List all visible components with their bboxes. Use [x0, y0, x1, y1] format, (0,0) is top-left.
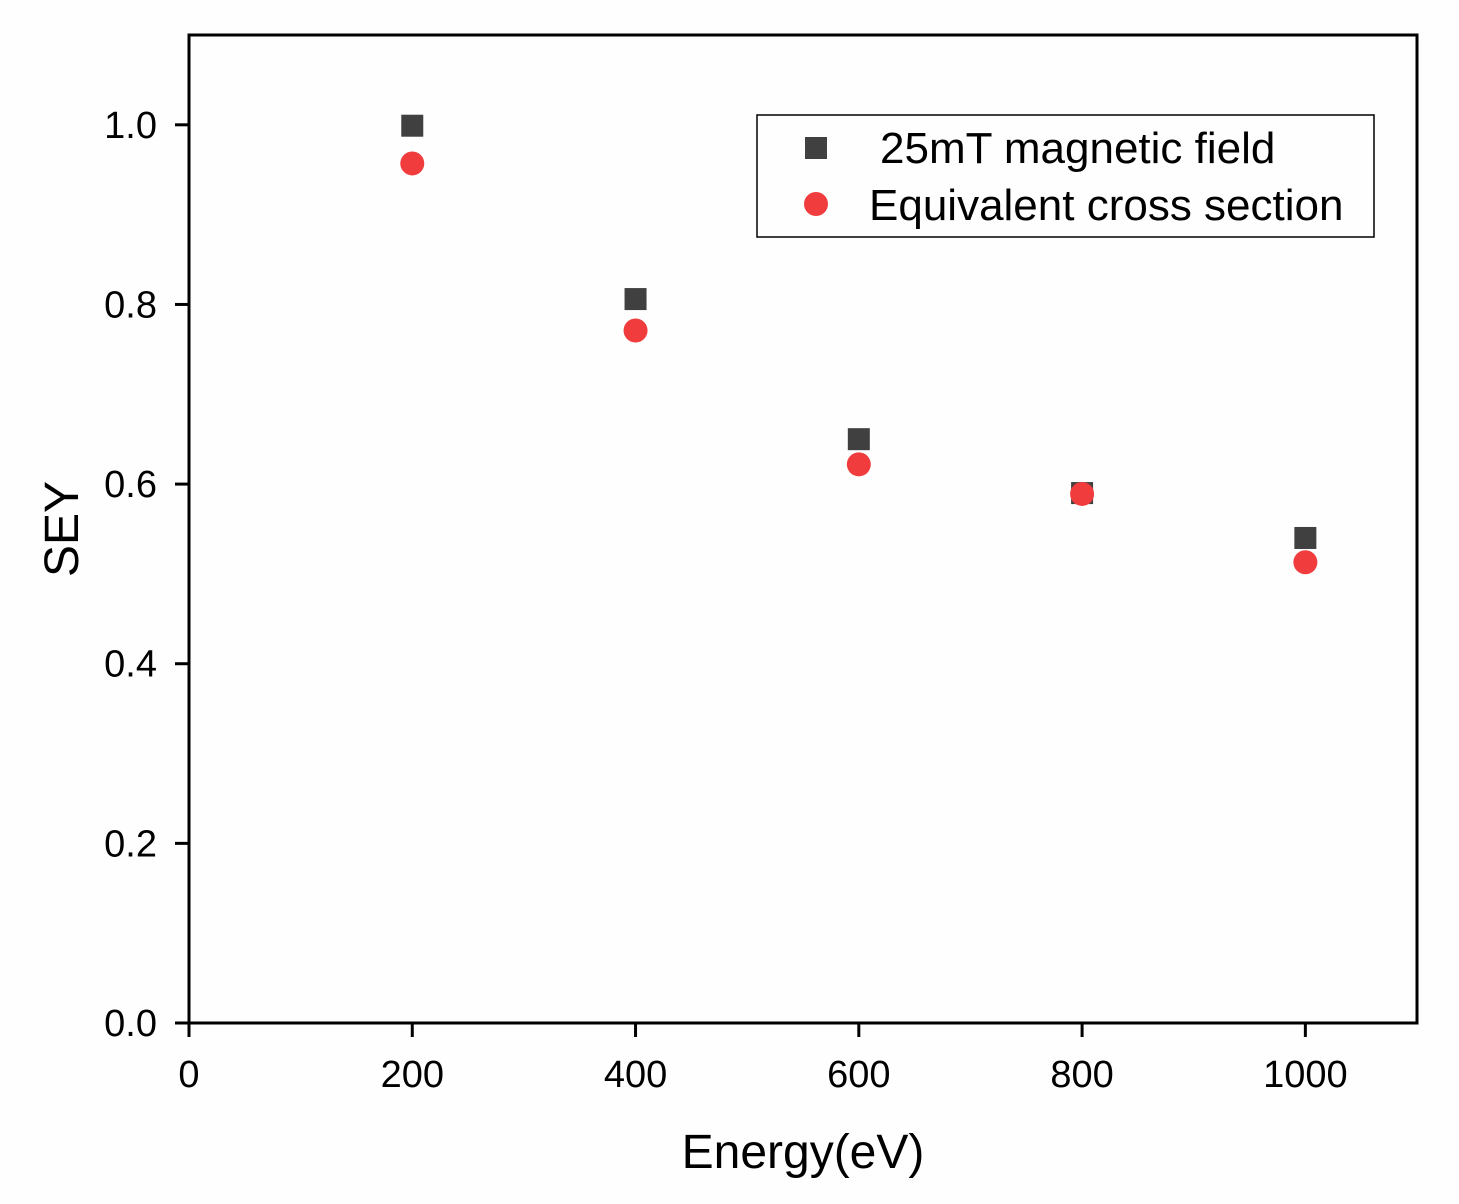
data-point-circle: [1070, 481, 1095, 506]
legend-marker-square-icon: [805, 137, 827, 159]
legend-label-equivalent-cross-section: Equivalent cross section: [869, 181, 1343, 230]
x-tick-label: 400: [604, 1054, 667, 1096]
legend-marker-circle-icon: [804, 192, 828, 216]
legend-label-magnetic-field: 25mT magnetic field: [880, 124, 1275, 173]
x-tick-label: 800: [1050, 1054, 1113, 1096]
x-axis-title: Energy(eV): [682, 1126, 925, 1179]
x-tick-label: 600: [827, 1054, 890, 1096]
axis-ticks: [175, 123, 1307, 1037]
y-tick-label: 1.0: [104, 105, 157, 147]
y-tick-label: 0.4: [104, 644, 157, 686]
data-point-square: [624, 288, 647, 311]
x-tick-label: 0: [178, 1054, 199, 1096]
data-point-square: [401, 114, 424, 137]
y-tick-label: 0.2: [104, 823, 157, 865]
x-tick-label: 200: [381, 1054, 444, 1096]
y-tick-label: 0.8: [104, 284, 157, 326]
axis-tick-labels: 0 200 400 600 800 1000 0.0 0.2 0.4 0.6 0.8 1.0: [104, 105, 1347, 1096]
y-tick-label: 0.0: [104, 1003, 157, 1045]
legend: 25mT magnetic field Equivalent cross sec…: [756, 114, 1375, 238]
data-point-circle: [846, 452, 871, 477]
data-point-square: [847, 428, 870, 451]
legend-box: [756, 114, 1375, 238]
data-point-circle: [1293, 550, 1318, 575]
y-tick-label: 0.6: [104, 464, 157, 506]
data-point-circle: [400, 151, 425, 176]
y-axis-title: SEY: [36, 481, 89, 577]
data-markers: [400, 114, 1318, 575]
data-point-circle: [623, 318, 648, 343]
x-tick-label: 1000: [1263, 1054, 1348, 1096]
data-point-square: [1294, 526, 1317, 549]
